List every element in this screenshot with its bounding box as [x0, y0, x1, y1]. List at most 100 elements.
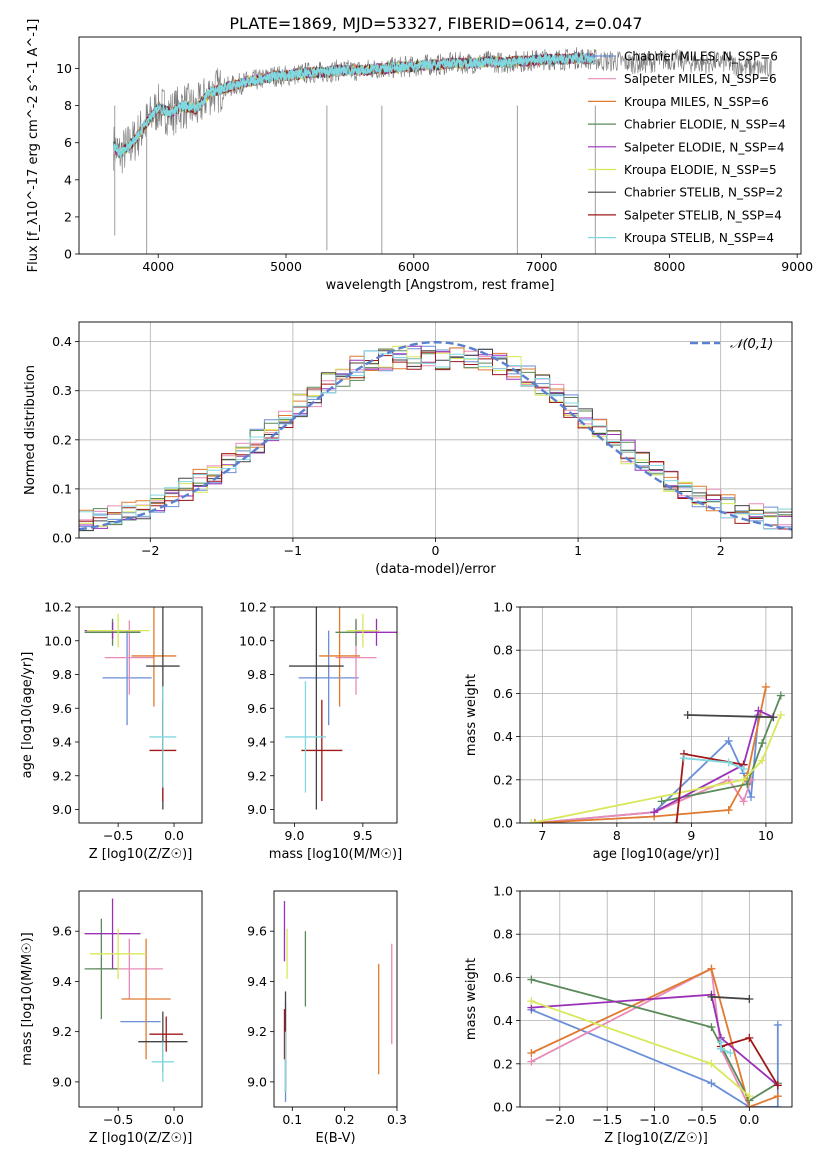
axes-frame: [519, 606, 793, 824]
y-tick-label: 10.2: [239, 600, 267, 615]
plus-marker: [776, 711, 785, 719]
y-tick-label: 9.8: [247, 667, 267, 682]
weight-line-7: [711, 995, 750, 1000]
weight-line-2: [530, 967, 751, 1107]
y-tick-label: 9.6: [52, 701, 72, 716]
y-tick-label: 9.6: [247, 701, 267, 716]
y-axis-label: mass weight: [464, 958, 479, 1040]
panel-mass-weight-vs-Z: −2.0 −1.5 −1.0 −0.5 0.0 0.0 0.2 0.4 0.6 0.8 1.0 Z […: [464, 884, 793, 1146]
y-tick-label: 0.4: [493, 1013, 513, 1028]
errorbar-point-6: [346, 613, 380, 648]
x-tick-label: −1: [284, 543, 302, 558]
panel-age-vs-mass: 9.0 9.5 9.0 9.2 9.4 9.6 9.8 10.0 10.2 mass [log10…: [239, 600, 402, 863]
weight-line-4: [661, 695, 782, 803]
x-axis-label: Z [log10(Z/Z☉)]: [89, 1131, 193, 1146]
spectrum-legend: Chabrier MILES, N_SSP=6 Salpeter MILES, N…: [588, 50, 786, 245]
plus-marker: [747, 793, 756, 802]
plus-marker: [758, 756, 767, 765]
plus-marker: [726, 1049, 735, 1057]
y-tick-label: 0.6: [493, 686, 513, 701]
axes-frame: [78, 321, 793, 539]
axes-frame: [273, 890, 398, 1108]
plus-marker: [530, 819, 539, 823]
plus-marker: [739, 765, 748, 773]
plus-marker: [707, 1059, 716, 1068]
y-tick-label: 6: [64, 135, 72, 150]
y-tick-label: 9.8: [52, 667, 72, 682]
errorbar-point-9: [284, 681, 326, 793]
plus-marker: [743, 780, 752, 789]
x-tick-label: 1: [574, 543, 582, 558]
x-tick-label: −1.0: [639, 1112, 669, 1127]
y-tick-label: 10: [56, 61, 72, 76]
plot-area-age-vs-mass: [284, 607, 397, 810]
weight-line-4: [531, 978, 779, 1102]
y-axis-label: Normed distribution: [23, 365, 38, 495]
plus-marker: [754, 706, 763, 715]
panel-mass-weight-vs-age: 7 8 9 10 0.0 0.2 0.4 0.6 0.8 1.0 age [log10(age/yr…: [464, 600, 793, 862]
panel-residuals: −2 −1 0 1 2 0.0 0.1 0.2 0.3 0.4 (data-model)/error…: [23, 321, 793, 577]
y-tick-label: 10.0: [44, 633, 72, 648]
errorbar-point-6: [86, 613, 150, 648]
legend-label-2: Salpeter MILES, N_SSP=6: [624, 72, 777, 86]
x-axis-label: age [log10(age/yr)]: [593, 847, 720, 862]
x-tick-label: 0.0: [739, 1112, 759, 1127]
errorbar-point-9: [151, 1041, 175, 1082]
plus-marker: [679, 754, 688, 763]
plus-marker: [745, 1033, 754, 1042]
x-tick-label: −0.5: [103, 1112, 133, 1127]
plot-area-mass-weight-vs-age: [520, 607, 792, 823]
plus-marker: [657, 797, 666, 806]
x-tick-label: 8: [613, 828, 621, 843]
plus-marker: [650, 808, 659, 817]
x-tick-label: 9000: [781, 259, 813, 274]
y-tick-label: 9.2: [247, 1024, 267, 1039]
x-tick-label: 9: [687, 828, 695, 843]
x-tick-label: 0.1: [282, 1112, 302, 1127]
y-tick-label: 2: [64, 209, 72, 224]
plus-marker: [773, 1103, 782, 1107]
plus-marker: [776, 691, 785, 700]
y-axis-label: mass weight: [464, 674, 479, 756]
y-tick-label: 0.4: [52, 334, 72, 349]
y-tick-label: 9.6: [247, 924, 267, 939]
legend-label-3: Kroupa MILES, N_SSP=6: [624, 95, 769, 109]
errorbar-point-8: [301, 699, 343, 802]
y-tick-label: 0.2: [52, 432, 72, 447]
plus-marker: [739, 797, 748, 806]
panel-age-vs-Z: −0.5 0.0 9.0 9.2 9.4 9.6 9.8 10.0 10.2 Z [log10(Z…: [20, 600, 203, 862]
x-tick-label: 7: [538, 828, 546, 843]
x-tick-label: 9.5: [353, 828, 373, 843]
y-tick-label: 1.0: [493, 884, 513, 899]
axes-frame: [273, 606, 398, 824]
y-tick-label: 8: [64, 98, 72, 113]
y-tick-label: 0.0: [52, 531, 72, 546]
plus-marker: [745, 995, 754, 1003]
x-tick-label: −1.5: [592, 1112, 622, 1127]
y-tick-label: 9.4: [52, 735, 72, 750]
errorbar-point-1: [298, 630, 359, 726]
legend-label-6: Kroupa ELODIE, N_SSP=5: [624, 163, 777, 177]
axes-frame: [519, 890, 793, 1108]
x-axis-label: (data-model)/error: [375, 562, 496, 577]
errorbar-point-1: [102, 630, 152, 726]
y-tick-label: 0.1: [52, 481, 72, 496]
plus-marker: [707, 1079, 716, 1088]
x-tick-label: 7000: [526, 259, 558, 274]
plot-area-age-vs-Z: [84, 607, 180, 810]
y-tick-label: 0.4: [493, 729, 513, 744]
figure-title: PLATE=1869, MJD=53327, FIBERID=0614, z=0…: [229, 14, 642, 33]
x-tick-label: 0.0: [164, 1112, 184, 1127]
axes-frame: [78, 36, 802, 255]
legend-label-5: Salpeter ELODIE, N_SSP=4: [624, 140, 785, 154]
plot-area-residuals: [79, 322, 792, 538]
y-axis-label: mass [log10(M/M☉)]: [20, 932, 35, 1065]
plus-marker: [527, 975, 536, 984]
plot-area-mass-weight-vs-Z: [520, 891, 792, 1107]
y-tick-label: 9.4: [247, 974, 267, 989]
errorbar-point-7: [289, 607, 344, 810]
histogram-step-8: [79, 351, 792, 530]
residuals-legend: 𝒩(0,1): [690, 337, 773, 352]
weight-line-5: [531, 993, 779, 1087]
x-axis-label: wavelength [Angstrom, rest frame]: [326, 278, 555, 293]
